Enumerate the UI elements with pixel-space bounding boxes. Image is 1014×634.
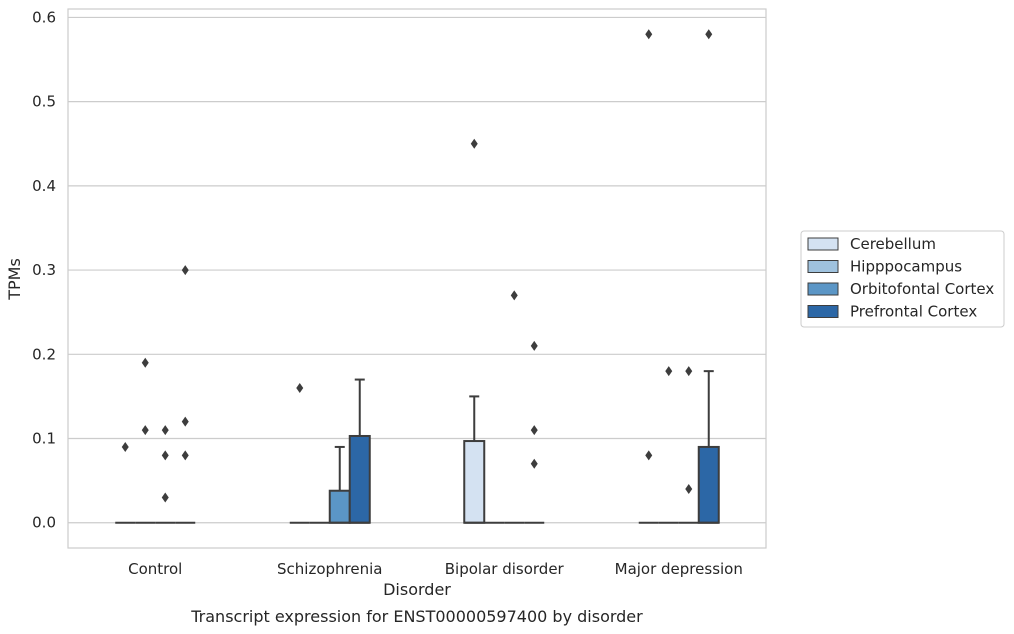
legend-swatch: [807, 305, 839, 318]
box-body: [697, 445, 720, 524]
y-tick-label: 0.1: [32, 430, 56, 448]
legend-swatch: [807, 260, 839, 273]
box-group: [328, 445, 351, 524]
y-tick-label: 0.0: [32, 514, 56, 532]
outlier-point: [685, 366, 693, 377]
x-tick-label: Schizophrenia: [277, 560, 382, 578]
outlier-point: [510, 290, 518, 301]
y-tick-label: 0.6: [32, 8, 56, 26]
box-group: [348, 378, 371, 524]
box-group: [697, 370, 720, 524]
outlier-point: [161, 450, 169, 461]
outlier-point: [665, 366, 673, 377]
legend-swatch: [807, 282, 839, 296]
outlier-point: [161, 492, 169, 503]
outlier-point: [530, 458, 538, 469]
legend-swatch: [807, 237, 839, 251]
box-body: [348, 434, 371, 524]
outlier-point: [470, 138, 478, 149]
y-axis-label: TPMs: [5, 258, 24, 301]
legend: Cerebellum Hipppocampus Orbitofontal Corte…: [800, 230, 1005, 328]
outlier-point: [530, 340, 538, 351]
outlier-point: [181, 265, 189, 276]
x-tick-label: Bipolar disorder: [445, 560, 565, 578]
legend-label: Orbitofontal Cortex: [850, 280, 994, 298]
outlier-points: [121, 29, 713, 503]
y-tick-label: 0.3: [32, 261, 56, 279]
outlier-point: [161, 425, 169, 436]
box-body: [328, 489, 351, 524]
outlier-point: [645, 29, 653, 40]
outlier-point: [181, 450, 189, 461]
box-series: [115, 370, 720, 524]
outlier-point: [530, 425, 538, 436]
outlier-point: [685, 484, 693, 495]
y-tick-label: 0.4: [32, 177, 56, 195]
outlier-point: [121, 441, 129, 452]
legend-label: Hipppocampus: [850, 258, 962, 276]
x-tick-label: Control: [128, 560, 182, 578]
outlier-point: [296, 382, 304, 393]
outlier-point: [645, 450, 653, 461]
outlier-point: [141, 425, 149, 436]
box-body: [463, 440, 486, 524]
chart-caption: Transcript expression for ENST0000059740…: [190, 607, 643, 626]
legend-label: Cerebellum: [850, 235, 936, 253]
outlier-point: [705, 29, 713, 40]
y-tick-label: 0.2: [32, 345, 56, 363]
outlier-point: [141, 357, 149, 368]
x-tick-labels: Control Schizophrenia Bipolar disorder Majo…: [128, 560, 743, 578]
grid-lines: [68, 16, 766, 524]
x-tick-label: Major depression: [615, 560, 743, 578]
legend-frame: [800, 230, 1005, 328]
legend-label: Prefrontal Cortex: [850, 303, 977, 321]
y-tick-label: 0.5: [32, 93, 56, 111]
box-group: [463, 395, 486, 524]
x-axis-label: Disorder: [383, 580, 451, 599]
plot-frame: [67, 8, 767, 549]
outlier-point: [181, 416, 189, 427]
y-tick-labels: 0.0 0.1 0.2 0.3 0.4 0.5 0.6: [32, 8, 56, 531]
